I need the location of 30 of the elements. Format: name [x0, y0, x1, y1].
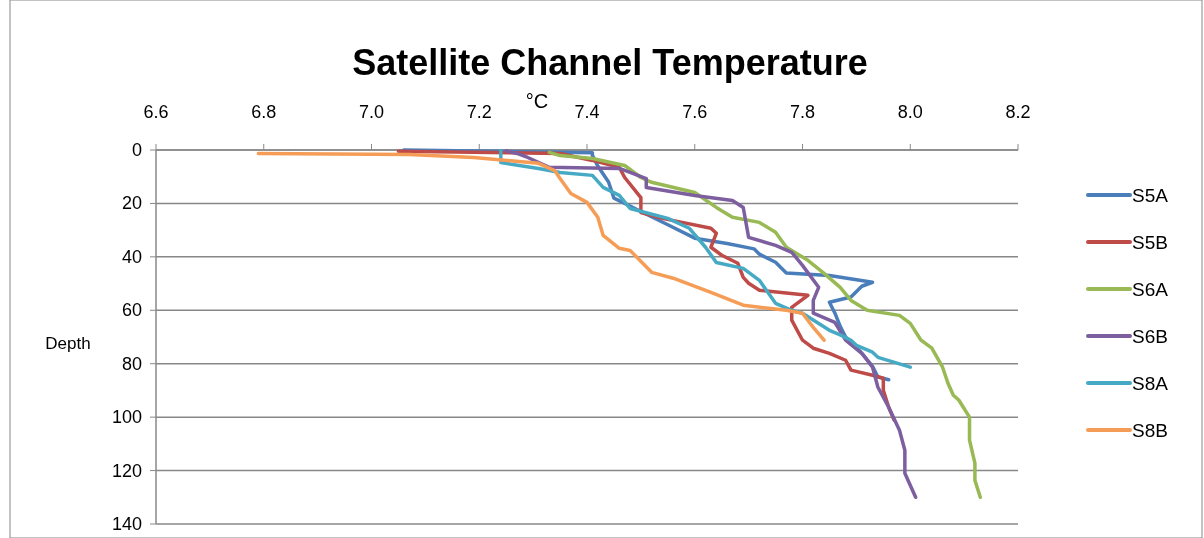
- legend-label: S6A: [1132, 279, 1169, 300]
- line-series: [499, 148, 912, 369]
- x-tick-label: 8.0: [897, 102, 923, 122]
- y-tick-label: 140: [111, 514, 142, 534]
- x-tick-label: 6.8: [251, 102, 277, 122]
- chart-title: Satellite Channel Temperature: [352, 42, 868, 83]
- line-series: [547, 150, 983, 500]
- legend-label: S6B: [1132, 326, 1168, 347]
- x-tick-label: 7.2: [466, 102, 492, 122]
- legend-label: S8A: [1132, 373, 1169, 394]
- y-tick-label: 100: [111, 407, 142, 428]
- x-tick-label: 8.2: [1005, 102, 1031, 122]
- y-tick-label: 40: [121, 246, 142, 267]
- line-series: [256, 151, 826, 342]
- x-tick-label: 7.8: [789, 102, 816, 122]
- legend-label: S8B: [1132, 420, 1168, 441]
- line-series: [504, 149, 918, 500]
- x-axis-title: °C: [525, 90, 549, 112]
- y-tick-label: 0: [131, 140, 142, 160]
- x-tick-label: 6.6: [143, 102, 169, 122]
- y-tick-label: 60: [121, 300, 142, 321]
- y-axis-title: Depth: [45, 334, 91, 353]
- x-tick-label: 7.6: [682, 102, 708, 122]
- y-tick-label: 80: [121, 353, 142, 374]
- legend-label: S5A: [1132, 185, 1169, 206]
- legend-label: S5B: [1132, 232, 1168, 253]
- y-tick-label: 20: [121, 193, 142, 214]
- x-tick-label: 7.4: [574, 102, 600, 122]
- y-tick-label: 120: [111, 460, 142, 481]
- x-tick-label: 7.0: [358, 102, 385, 122]
